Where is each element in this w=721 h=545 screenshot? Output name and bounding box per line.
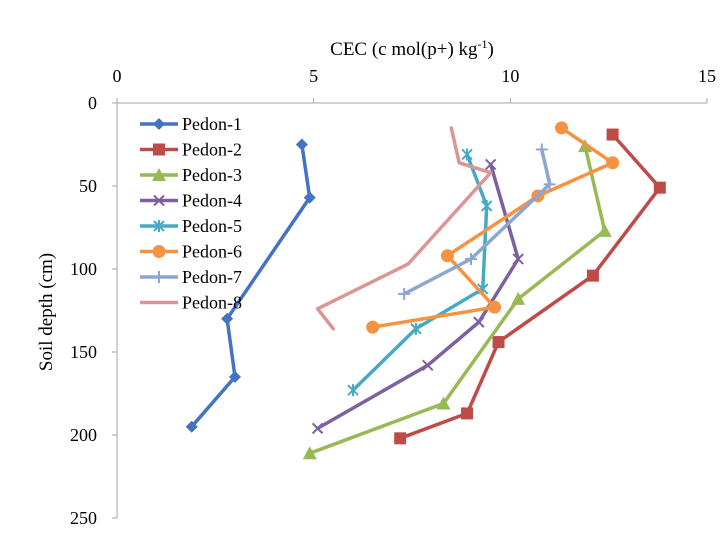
data-point-pedon-1 <box>221 312 234 325</box>
y-tick-label: 50 <box>79 176 97 196</box>
legend-label-pedon-2: Pedon-2 <box>182 140 242 160</box>
data-point-pedon-5 <box>347 384 359 397</box>
x-tick-label: 5 <box>309 66 318 86</box>
series-line-pedon-2 <box>398 132 662 441</box>
data-point-pedon-5 <box>410 322 422 335</box>
data-point-pedon-4 <box>311 422 324 435</box>
legend-label-pedon-6: Pedon-6 <box>182 242 242 262</box>
x-tick-label: 0 <box>113 66 122 86</box>
series-layer <box>185 121 666 460</box>
legend-marker-pedon-4 <box>153 194 165 207</box>
data-point-pedon-5 <box>481 199 493 212</box>
series-pedon-3 <box>302 139 612 460</box>
y-tick-label: 200 <box>70 425 97 445</box>
data-point-pedon-6 <box>606 156 620 170</box>
data-point-pedon-2 <box>606 128 619 141</box>
legend-label-pedon-7: Pedon-7 <box>182 267 242 287</box>
x-axis-title: CEC (c mol(p+) kg-1) <box>330 37 494 60</box>
y-tick-label: 0 <box>88 93 97 113</box>
series-pedon-7 <box>398 143 556 300</box>
legend-item-pedon-4: Pedon-4 <box>140 191 242 211</box>
legend-item-pedon-2: Pedon-2 <box>140 140 242 160</box>
series-pedon-8 <box>315 126 493 331</box>
series-pedon-4 <box>311 158 524 435</box>
series-line-pedon-8 <box>315 126 493 331</box>
y-tick-label: 250 <box>70 508 97 528</box>
data-point-pedon-6 <box>488 300 502 314</box>
data-point-pedon-2 <box>492 336 505 349</box>
legend-item-pedon-8: Pedon-8 <box>140 293 242 313</box>
legend-marker-pedon-4-stroke-b <box>153 194 165 207</box>
series-pedon-1 <box>185 138 316 433</box>
y-axis-title: Soil depth (cm) <box>36 253 57 371</box>
legend-label-pedon-3: Pedon-3 <box>182 165 242 185</box>
series-line-pedon-7 <box>402 147 552 296</box>
legend-marker-pedon-5 <box>153 220 165 232</box>
data-point-pedon-6 <box>366 320 380 334</box>
data-point-pedon-4-stroke-b <box>422 359 434 371</box>
x-axis-title-tail: ) <box>488 39 494 60</box>
legend-label-pedon-4: Pedon-4 <box>182 191 242 211</box>
legend-item-pedon-1: Pedon-1 <box>140 114 242 134</box>
data-point-pedon-4 <box>422 359 434 371</box>
data-point-pedon-4-stroke-b <box>484 158 497 171</box>
data-point-pedon-3 <box>597 223 612 237</box>
data-point-pedon-3 <box>436 396 451 410</box>
legend-item-pedon-3: Pedon-3 <box>140 165 242 185</box>
y-tick-label: 100 <box>70 259 97 279</box>
data-point-pedon-1 <box>229 370 241 383</box>
legend-marker-pedon-6 <box>152 245 166 258</box>
data-point-pedon-3 <box>511 291 526 305</box>
data-point-pedon-5 <box>461 148 473 161</box>
data-point-pedon-4-stroke-b <box>311 422 324 435</box>
series-pedon-6 <box>366 121 620 334</box>
data-point-pedon-7 <box>543 178 556 191</box>
series-line-pedon-5 <box>351 152 489 392</box>
x-axis-title-main: CEC (c mol(p+) kg <box>330 39 478 60</box>
series-pedon-2 <box>394 128 666 445</box>
series-pedon-5 <box>347 148 493 397</box>
data-point-pedon-2 <box>461 407 474 420</box>
data-point-pedon-7 <box>535 143 548 156</box>
data-point-pedon-1 <box>295 138 308 151</box>
data-point-pedon-4-stroke-b <box>512 253 524 265</box>
data-point-pedon-7 <box>398 287 411 300</box>
data-point-pedon-3 <box>302 446 317 460</box>
data-point-pedon-2 <box>586 269 599 282</box>
data-point-pedon-4 <box>484 158 497 171</box>
data-point-pedon-2 <box>653 181 666 194</box>
legend: Pedon-1 Pedon-2 Pedon-3 Pedon-4 Pedon-5 Pedon… <box>140 114 242 313</box>
legend-item-pedon-5: Pedon-5 <box>140 216 242 236</box>
data-point-pedon-4 <box>473 316 485 328</box>
x-tick-label: 15 <box>698 66 716 86</box>
y-tick-label: 150 <box>70 342 97 362</box>
data-point-pedon-6 <box>440 249 454 263</box>
legend-item-pedon-6: Pedon-6 <box>140 242 242 262</box>
legend-label-pedon-8: Pedon-8 <box>182 293 242 313</box>
data-point-pedon-1 <box>185 420 198 433</box>
legend-label-pedon-1: Pedon-1 <box>182 114 242 134</box>
legend-marker-pedon-2 <box>153 143 165 156</box>
legend-marker-pedon-3 <box>152 168 166 181</box>
data-point-pedon-1 <box>303 191 316 204</box>
x-tick-label: 10 <box>501 66 519 86</box>
data-point-pedon-4-stroke-b <box>473 316 485 328</box>
data-point-pedon-4 <box>512 253 524 265</box>
legend-item-pedon-7: Pedon-7 <box>140 267 242 287</box>
legend-label-pedon-5: Pedon-5 <box>182 216 242 236</box>
legend-marker-pedon-7 <box>153 271 165 283</box>
data-point-pedon-6 <box>554 121 568 135</box>
data-point-pedon-2 <box>394 432 407 445</box>
legend-marker-pedon-1 <box>153 118 165 130</box>
x-axis-title-superscript: -1 <box>478 37 488 51</box>
series-line-pedon-6 <box>370 126 615 329</box>
data-point-pedon-7 <box>465 253 477 266</box>
